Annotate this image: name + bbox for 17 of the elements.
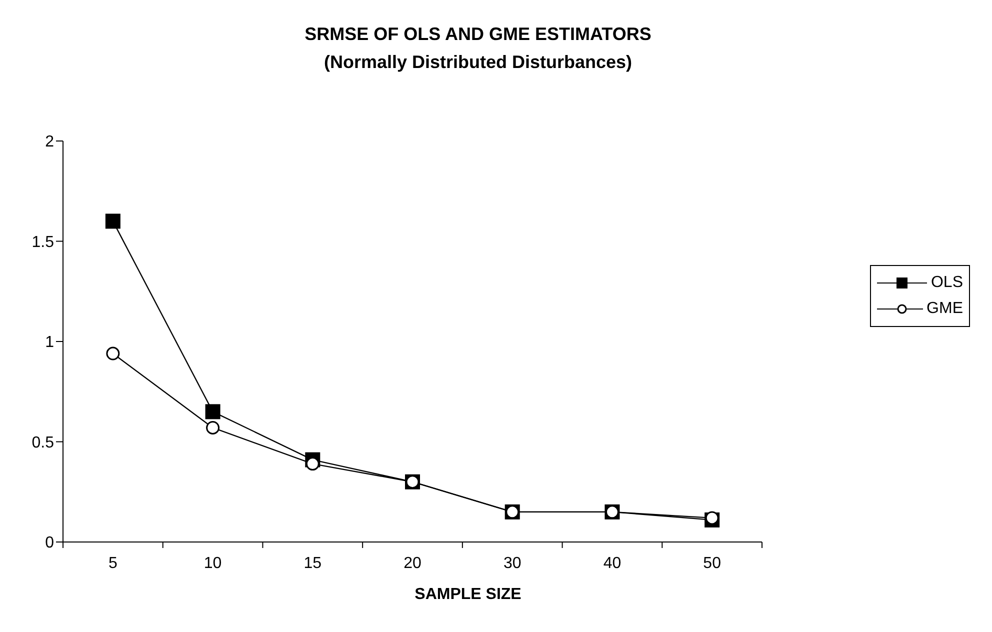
x-tick-label: 30 (503, 555, 522, 572)
x-tick-label: 40 (603, 555, 622, 572)
chart-title: SRMSE OF OLS AND GME ESTIMATORS (304, 23, 652, 46)
y-tick-label: 1.5 (32, 234, 54, 251)
x-tick-label: 20 (404, 555, 422, 572)
chart-subtitle: (Normally Distributed Disturbances) (322, 51, 634, 74)
y-tick-label: 0 (45, 534, 54, 552)
y-tick-label: 2 (45, 134, 54, 151)
x-tick-label: 50 (703, 555, 722, 572)
x-tick-label: 10 (204, 555, 222, 572)
legend-label: OLS (930, 274, 963, 292)
x-tick-label: 15 (304, 555, 322, 572)
y-tick-label: 0.5 (32, 434, 54, 452)
x-axis-title: SAMPLE SIZE (414, 586, 522, 604)
x-tick-label: 5 (108, 555, 118, 572)
legend-label: GME (926, 300, 963, 318)
y-tick-label: 1 (45, 334, 54, 352)
